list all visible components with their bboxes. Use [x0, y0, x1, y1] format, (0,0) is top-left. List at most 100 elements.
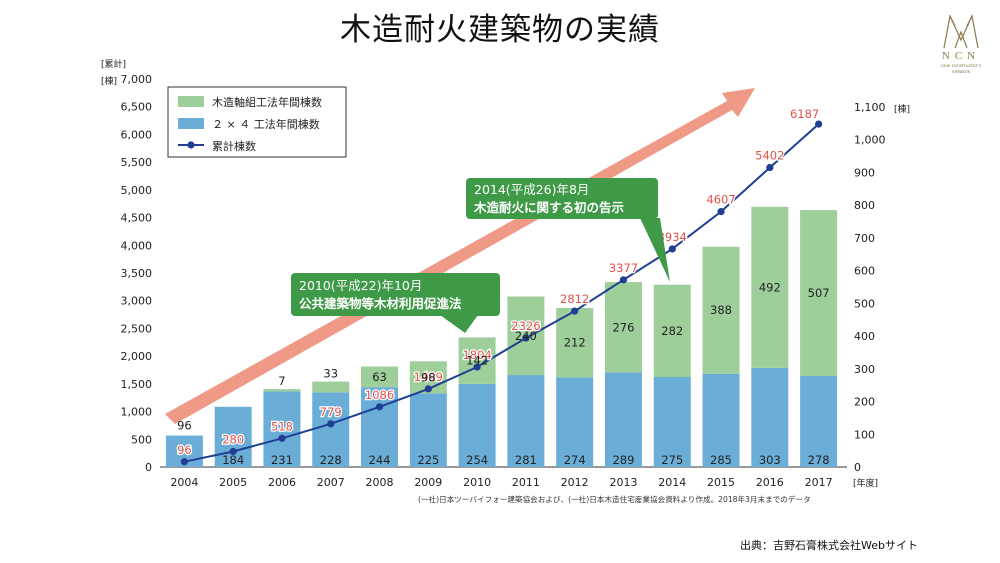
- bar-label-2x4: 244: [369, 453, 391, 467]
- legend-swatch-2x4: [178, 118, 204, 129]
- bar-wooden-frame: [361, 366, 399, 388]
- bar-label-2x4: 281: [515, 453, 537, 467]
- x-tick-label: 2017: [805, 476, 833, 489]
- x-tick-label: 2015: [707, 476, 735, 489]
- bar-label-2x4: 285: [710, 453, 732, 467]
- callout-line2-2010: 公共建築物等木材利用促進法: [299, 296, 462, 311]
- bar-wooden-frame: [312, 381, 350, 393]
- x-tick-label: 2006: [268, 476, 296, 489]
- y-left-tick-label: 2,500: [121, 322, 153, 335]
- bar-label-wooden-frame: 240: [515, 329, 537, 343]
- bar-label-2x4: 274: [564, 453, 586, 467]
- bar-2x4: [653, 377, 691, 467]
- cumulative-point: [717, 208, 725, 216]
- cumulative-label: 3377: [609, 261, 638, 275]
- x-tick-label: 2008: [366, 476, 394, 489]
- bar-2x4: [604, 372, 642, 467]
- bar-2x4: [409, 393, 447, 467]
- cumulative-point: [766, 163, 774, 172]
- x-tick-label: 2010: [463, 476, 491, 489]
- bar-label-wooden-frame: 276: [612, 320, 634, 334]
- legend-label-wooden-frame: 木造軸組工法年間棟数: [212, 95, 322, 109]
- cumulative-point: [571, 307, 579, 315]
- callout-box-2010: [291, 273, 500, 316]
- bar-label-wooden-frame: 33: [323, 367, 338, 381]
- y-left-tick-label: 6,500: [121, 101, 153, 114]
- y-right-tick-label: 800: [854, 199, 875, 212]
- callout-box-2014: [466, 178, 658, 219]
- y-right-tick-label: 1,000: [854, 134, 886, 147]
- legend-swatch-wooden-frame: [178, 96, 204, 107]
- callout-pointer-2014: [640, 218, 670, 282]
- y-right-tick-label: 600: [854, 265, 875, 278]
- bar-label-wooden-frame: 212: [564, 336, 586, 350]
- trend-arrow: [165, 88, 755, 424]
- bar-wooden-frame: [653, 284, 691, 377]
- y-left-tick-label: 4,500: [121, 212, 153, 225]
- x-tick-label: 2011: [512, 476, 540, 489]
- y-right-tick-label: 200: [854, 396, 875, 409]
- bar-label-2x4: 228: [320, 453, 342, 467]
- cumulative-point: [815, 120, 823, 128]
- bar-wooden-frame: [263, 389, 301, 392]
- y-left-tick-label: 6,000: [121, 128, 153, 141]
- bar-label-wooden-frame: 492: [759, 280, 781, 294]
- y-left-tick-label: 5,500: [121, 156, 153, 169]
- x-tick-label: 2005: [219, 476, 247, 489]
- y-right-tick-label: 900: [854, 166, 875, 179]
- y-left-label-2: [棟]: [101, 75, 117, 87]
- bar-label-2x4: 225: [417, 453, 439, 467]
- cumulative-label: 1804: [462, 348, 491, 362]
- x-tick-label: 2007: [317, 476, 345, 489]
- bar-label-wooden-frame: 96: [177, 419, 192, 433]
- bar-wooden-frame: [800, 210, 838, 377]
- cumulative-label: 96: [177, 443, 192, 457]
- legend-label-cumulative: 累計棟数: [212, 139, 256, 153]
- bar-label-wooden-frame: 282: [661, 324, 683, 338]
- bar-label-2x4: 231: [271, 453, 293, 467]
- bar-wooden-frame: [702, 246, 740, 374]
- x-tick-label: 2014: [658, 476, 686, 489]
- cumulative-label: 6187: [790, 107, 819, 121]
- cumulative-point: [375, 403, 384, 411]
- bar-label-wooden-frame: 7: [278, 374, 285, 388]
- cumulative-label: 2812: [560, 292, 589, 306]
- cumulative-point: [424, 385, 432, 393]
- bar-label-wooden-frame: 142: [466, 354, 488, 368]
- cumulative-point: [522, 334, 530, 342]
- credit-text: 出典：吉野石膏株式会社Webサイト: [740, 539, 918, 552]
- x-tick-label: 2013: [609, 476, 637, 489]
- bar-wooden-frame: [751, 206, 789, 368]
- cumulative-line: [184, 123, 820, 463]
- logo-subtitle: new constructor's network: [940, 64, 982, 75]
- cumulative-point: [180, 458, 188, 466]
- cumulative-label: 280: [222, 432, 244, 446]
- y-right-tick-label: 0: [854, 461, 861, 474]
- y-right-label: [棟]: [894, 103, 910, 115]
- bar-label-wooden-frame: 63: [372, 370, 387, 384]
- y-left-tick-label: 500: [131, 433, 152, 446]
- bar-2x4: [507, 375, 545, 467]
- bar-2x4: [702, 373, 740, 467]
- x-tick-label: 2004: [170, 476, 198, 489]
- bar-2x4: [263, 391, 301, 467]
- cumulative-label: 779: [320, 405, 342, 419]
- cumulative-label: 1086: [365, 388, 394, 402]
- y-left-tick-label: 5,000: [121, 184, 153, 197]
- cumulative-point: [327, 420, 335, 428]
- source-note: (一社)日本ツーバイフォー建築協会および、(一社)日本木造住宅産業協会資料より作…: [418, 495, 811, 504]
- cumulative-point: [278, 434, 286, 442]
- bar-label-wooden-frame: 507: [808, 286, 830, 300]
- cumulative-label: 518: [271, 419, 293, 433]
- y-left-label-1: [累計]: [101, 58, 126, 70]
- bar-2x4: [214, 406, 252, 467]
- bar-2x4: [800, 376, 838, 467]
- y-right-tick-label: 500: [854, 297, 875, 310]
- bar-label-2x4: 254: [466, 453, 488, 467]
- y-left-tick-label: 4,000: [121, 239, 153, 252]
- legend-label-2x4: ２ × ４ 工法年間棟数: [212, 117, 320, 131]
- y-right-tick-label: 100: [854, 428, 875, 441]
- y-left-tick-label: 0: [145, 461, 152, 474]
- bar-label-2x4: 184: [222, 453, 244, 467]
